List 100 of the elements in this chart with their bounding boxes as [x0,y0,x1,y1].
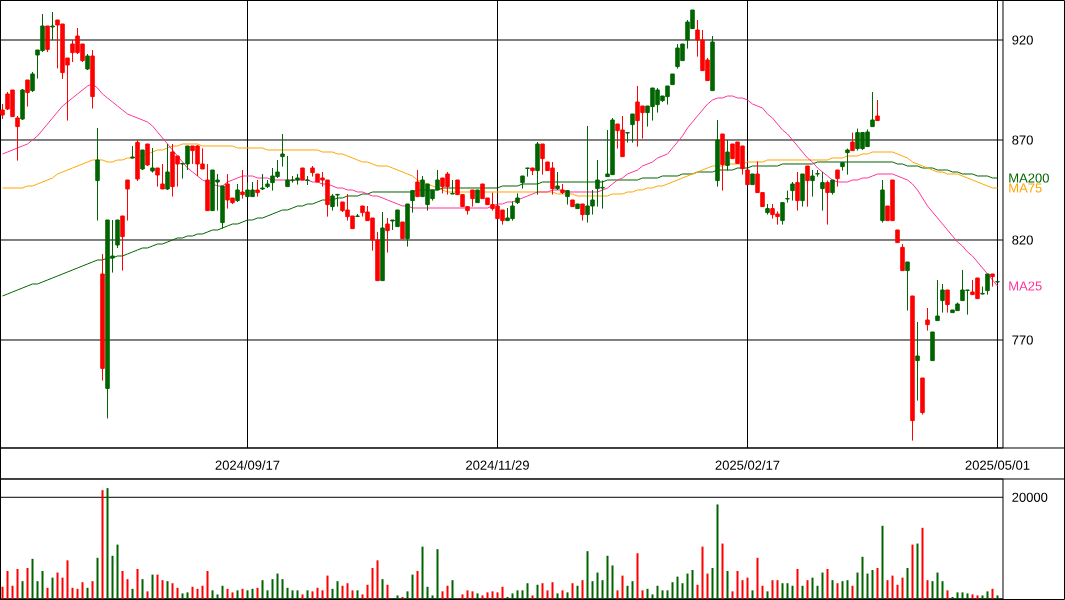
bar [486,592,489,599]
bar [441,591,444,599]
candlestick [410,190,415,214]
bar [896,584,899,599]
bar [251,588,254,599]
candlestick [935,279,940,322]
bar [106,488,109,599]
candlestick [625,132,630,144]
bar [471,591,474,599]
bar [201,585,204,599]
bar [741,580,744,599]
bar [351,590,354,599]
bar [86,587,89,599]
candlestick [450,179,455,195]
bar [211,590,214,599]
bar [276,573,279,599]
bar [41,571,44,599]
bar [571,583,574,599]
bar [731,591,734,599]
bar [111,555,114,599]
bar [21,581,24,599]
bar [191,586,194,599]
bar [496,592,499,599]
bar [836,583,839,599]
candlestick [95,127,100,222]
bar [196,588,199,599]
candlestick [155,167,160,188]
bar [361,594,364,599]
bar [186,592,189,599]
bar [696,584,699,599]
candlestick [15,115,20,162]
candlestick [25,79,30,108]
candlestick [810,169,815,198]
candlestick [45,25,50,53]
bar [71,587,74,599]
bar [96,557,99,599]
bar [611,565,614,599]
candlestick [50,11,55,41]
bar [266,590,269,599]
bar [146,591,149,599]
bar [226,588,229,599]
candlestick [280,133,285,168]
bar [756,557,759,599]
candlestick [780,202,785,226]
bar [51,577,54,599]
candlestick [165,143,170,191]
bar [171,583,174,599]
bar [461,594,464,599]
bar [791,585,794,599]
bar [331,588,334,599]
y-tick-label: 820 [1012,235,1033,245]
bar [381,579,384,599]
bar [506,596,509,599]
candlestick [945,289,950,314]
bar [666,590,669,599]
bar [641,590,644,599]
bar [346,583,349,599]
bar [321,590,324,599]
candlestick [825,180,830,226]
bar [436,549,439,599]
bar [281,579,284,599]
bar [61,577,64,599]
candlestick [125,179,130,222]
bar [566,592,569,599]
bar [156,574,159,599]
bar [871,570,874,599]
bar [906,567,909,599]
bar [546,590,549,599]
bar [781,583,784,599]
bar [326,575,329,599]
bar [176,587,179,599]
bar [131,588,134,599]
bar [301,594,304,599]
bar [911,544,914,599]
bar [746,577,749,599]
bar [216,594,219,599]
bar [81,582,84,599]
x-tick-label: 2024/11/29 [466,460,529,470]
bar [256,587,259,599]
series-label: MA200 [1009,173,1049,183]
bar [616,590,619,599]
bar [686,573,689,599]
bar [996,595,999,599]
bar [601,580,604,599]
candlestick [120,215,125,272]
candlestick [795,171,800,212]
bar [181,593,184,599]
bar [966,593,969,599]
bar [916,543,919,599]
bar [586,551,589,599]
bar [371,567,374,599]
bar [626,585,629,599]
candlestick [915,321,920,402]
bar [556,593,559,599]
bar [806,580,809,599]
bar [396,595,399,599]
bar [951,596,954,599]
bar [766,591,769,599]
bar [841,581,844,599]
bar [76,588,79,599]
